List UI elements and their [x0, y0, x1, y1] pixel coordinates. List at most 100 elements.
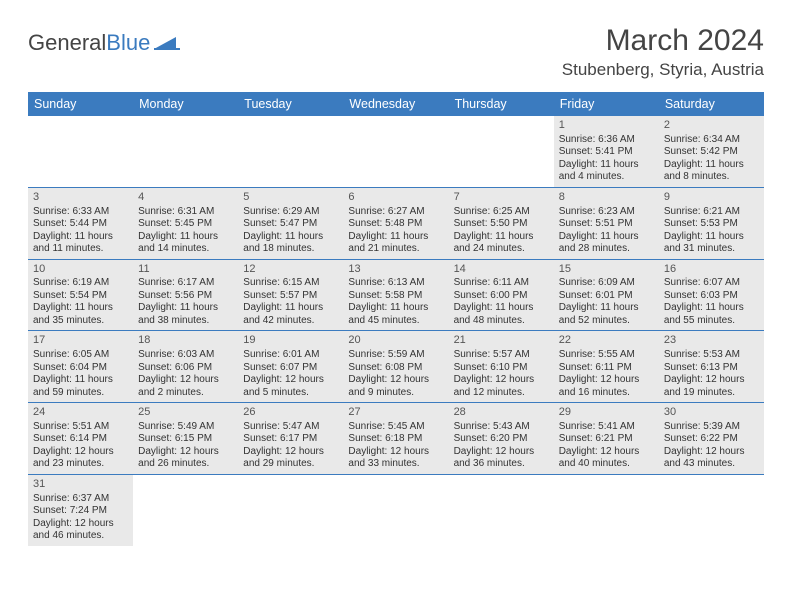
day-number: 18: [138, 334, 233, 348]
day1-text: Daylight: 12 hours: [454, 446, 549, 459]
day-number: 2: [664, 119, 759, 133]
day-header-row: Sunday Monday Tuesday Wednesday Thursday…: [28, 92, 764, 116]
day-header: Sunday: [28, 92, 133, 116]
day1-text: Daylight: 11 hours: [348, 231, 443, 244]
sunset-text: Sunset: 5:53 PM: [664, 218, 759, 231]
sunrise-text: Sunrise: 6:34 AM: [664, 134, 759, 147]
sunrise-text: Sunrise: 6:23 AM: [559, 206, 654, 219]
day1-text: Daylight: 11 hours: [664, 159, 759, 172]
sunrise-text: Sunrise: 6:33 AM: [33, 206, 128, 219]
day-number: 29: [559, 406, 654, 420]
week-row: 24Sunrise: 5:51 AMSunset: 6:14 PMDayligh…: [28, 403, 764, 475]
sunset-text: Sunset: 7:24 PM: [33, 505, 128, 518]
flag-icon: [154, 35, 180, 51]
day2-text: and 26 minutes.: [138, 458, 233, 471]
day1-text: Daylight: 11 hours: [664, 231, 759, 244]
week-row: 3Sunrise: 6:33 AMSunset: 5:44 PMDaylight…: [28, 187, 764, 259]
sunset-text: Sunset: 5:50 PM: [454, 218, 549, 231]
day-cell: 11Sunrise: 6:17 AMSunset: 5:56 PMDayligh…: [133, 259, 238, 331]
day1-text: Daylight: 12 hours: [243, 374, 338, 387]
day1-text: Daylight: 12 hours: [664, 374, 759, 387]
day-cell: 19Sunrise: 6:01 AMSunset: 6:07 PMDayligh…: [238, 331, 343, 403]
day1-text: Daylight: 11 hours: [559, 159, 654, 172]
sunrise-text: Sunrise: 6:13 AM: [348, 277, 443, 290]
day-cell: [343, 474, 448, 545]
day-number: 12: [243, 263, 338, 277]
day1-text: Daylight: 11 hours: [138, 302, 233, 315]
day-number: 20: [348, 334, 443, 348]
week-row: 31Sunrise: 6:37 AMSunset: 7:24 PMDayligh…: [28, 474, 764, 545]
day-cell: 5Sunrise: 6:29 AMSunset: 5:47 PMDaylight…: [238, 187, 343, 259]
day2-text: and 43 minutes.: [664, 458, 759, 471]
sunrise-text: Sunrise: 6:36 AM: [559, 134, 654, 147]
day-header: Monday: [133, 92, 238, 116]
page-subtitle: Stubenberg, Styria, Austria: [562, 60, 764, 80]
day-number: 26: [243, 406, 338, 420]
day-number: 13: [348, 263, 443, 277]
day1-text: Daylight: 12 hours: [33, 518, 128, 531]
day-number: 5: [243, 191, 338, 205]
sunset-text: Sunset: 5:56 PM: [138, 290, 233, 303]
sunset-text: Sunset: 6:10 PM: [454, 362, 549, 375]
day-cell: [449, 474, 554, 545]
day-cell: 1Sunrise: 6:36 AMSunset: 5:41 PMDaylight…: [554, 116, 659, 187]
day2-text: and 59 minutes.: [33, 387, 128, 400]
day2-text: and 40 minutes.: [559, 458, 654, 471]
sunrise-text: Sunrise: 6:21 AM: [664, 206, 759, 219]
day2-text: and 48 minutes.: [454, 315, 549, 328]
day-cell: 29Sunrise: 5:41 AMSunset: 6:21 PMDayligh…: [554, 403, 659, 475]
page-container: GeneralBlue March 2024 Stubenberg, Styri…: [0, 0, 792, 546]
day-cell: [238, 116, 343, 187]
day-number: 27: [348, 406, 443, 420]
sunrise-text: Sunrise: 6:27 AM: [348, 206, 443, 219]
sunset-text: Sunset: 5:54 PM: [33, 290, 128, 303]
day2-text: and 55 minutes.: [664, 315, 759, 328]
day-number: 15: [559, 263, 654, 277]
sunset-text: Sunset: 5:45 PM: [138, 218, 233, 231]
day-cell: 15Sunrise: 6:09 AMSunset: 6:01 PMDayligh…: [554, 259, 659, 331]
sunrise-text: Sunrise: 5:57 AM: [454, 349, 549, 362]
day-number: 8: [559, 191, 654, 205]
day-cell: 21Sunrise: 5:57 AMSunset: 6:10 PMDayligh…: [449, 331, 554, 403]
day-cell: 2Sunrise: 6:34 AMSunset: 5:42 PMDaylight…: [659, 116, 764, 187]
sunrise-text: Sunrise: 5:49 AM: [138, 421, 233, 434]
day2-text: and 46 minutes.: [33, 530, 128, 543]
week-row: 1Sunrise: 6:36 AMSunset: 5:41 PMDaylight…: [28, 116, 764, 187]
day-cell: 25Sunrise: 5:49 AMSunset: 6:15 PMDayligh…: [133, 403, 238, 475]
day1-text: Daylight: 11 hours: [348, 302, 443, 315]
day2-text: and 8 minutes.: [664, 171, 759, 184]
day-cell: 18Sunrise: 6:03 AMSunset: 6:06 PMDayligh…: [133, 331, 238, 403]
sunset-text: Sunset: 5:44 PM: [33, 218, 128, 231]
day-header: Wednesday: [343, 92, 448, 116]
sunrise-text: Sunrise: 6:01 AM: [243, 349, 338, 362]
day1-text: Daylight: 12 hours: [138, 374, 233, 387]
calendar-body: 1Sunrise: 6:36 AMSunset: 5:41 PMDaylight…: [28, 116, 764, 546]
day1-text: Daylight: 11 hours: [454, 231, 549, 244]
day1-text: Daylight: 12 hours: [243, 446, 338, 459]
day-number: 17: [33, 334, 128, 348]
calendar-table: Sunday Monday Tuesday Wednesday Thursday…: [28, 92, 764, 546]
day-header: Thursday: [449, 92, 554, 116]
day-number: 24: [33, 406, 128, 420]
day1-text: Daylight: 12 hours: [348, 446, 443, 459]
week-row: 17Sunrise: 6:05 AMSunset: 6:04 PMDayligh…: [28, 331, 764, 403]
header: GeneralBlue March 2024 Stubenberg, Styri…: [28, 24, 764, 80]
day1-text: Daylight: 11 hours: [559, 231, 654, 244]
day-number: 19: [243, 334, 338, 348]
sunset-text: Sunset: 6:20 PM: [454, 433, 549, 446]
day-cell: 3Sunrise: 6:33 AMSunset: 5:44 PMDaylight…: [28, 187, 133, 259]
day-number: 11: [138, 263, 233, 277]
day-cell: 23Sunrise: 5:53 AMSunset: 6:13 PMDayligh…: [659, 331, 764, 403]
day1-text: Daylight: 11 hours: [559, 302, 654, 315]
sunset-text: Sunset: 6:00 PM: [454, 290, 549, 303]
sunrise-text: Sunrise: 6:11 AM: [454, 277, 549, 290]
logo-text-general: General: [28, 30, 106, 56]
day1-text: Daylight: 12 hours: [33, 446, 128, 459]
day-header: Tuesday: [238, 92, 343, 116]
sunrise-text: Sunrise: 5:59 AM: [348, 349, 443, 362]
day-header: Saturday: [659, 92, 764, 116]
logo-text-blue: Blue: [106, 30, 150, 56]
day-number: 14: [454, 263, 549, 277]
day1-text: Daylight: 11 hours: [33, 231, 128, 244]
day-number: 16: [664, 263, 759, 277]
